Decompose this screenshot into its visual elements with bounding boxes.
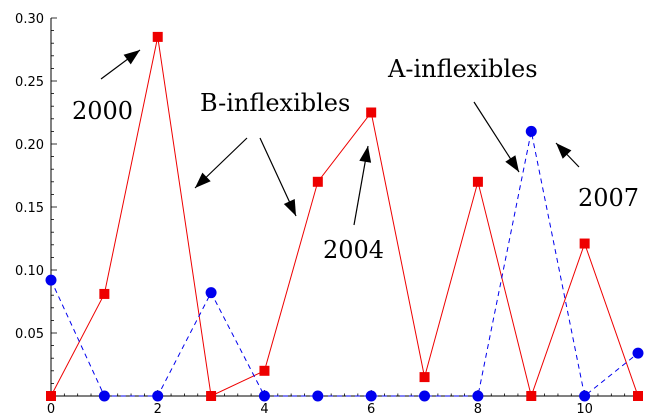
annotation-2004: 2004	[323, 236, 384, 264]
series-line-0	[50, 36, 639, 398]
arrow-head	[123, 50, 140, 65]
x-tick-label: 4	[260, 402, 268, 417]
arrow-head	[505, 155, 519, 172]
y-tick-label: 0.25	[15, 75, 44, 90]
x-tick-label: 6	[367, 402, 375, 417]
series-point-0	[46, 391, 56, 401]
y-tick-label: 0.20	[15, 138, 44, 153]
label-b-inflexibles: B-inflexibles	[200, 89, 350, 117]
annotation-2007: 2007	[578, 184, 639, 212]
series-point-0	[526, 391, 537, 401]
series-layer	[45, 31, 644, 402]
series-point-1	[45, 274, 57, 286]
y-tick-label: 0.10	[15, 264, 44, 279]
arrow-head	[195, 172, 211, 188]
series-point-1	[525, 125, 537, 137]
annotation-arrows	[100, 49, 580, 226]
series-point-0	[579, 238, 590, 249]
y-tick-label: 0.15	[15, 201, 44, 216]
series-point-1	[205, 287, 217, 299]
x-tick-label: 0	[47, 402, 55, 417]
series-point-1	[419, 390, 431, 402]
annotation-2000: 2000	[72, 97, 133, 125]
series-point-1	[579, 390, 591, 402]
series-point-1	[258, 390, 270, 402]
series-point-0	[472, 176, 483, 187]
y-tick-label: 0.30	[15, 12, 44, 27]
series-point-0	[419, 372, 430, 383]
series-point-0	[152, 31, 163, 42]
arrow-head	[359, 146, 372, 163]
series-point-1	[632, 347, 644, 359]
label-a-inflexibles: A-inflexibles	[387, 55, 538, 83]
series-line-1	[50, 131, 639, 397]
series-point-0	[206, 391, 217, 401]
series-point-0	[312, 176, 323, 187]
x-tick-label: 10	[576, 402, 593, 417]
series-point-0	[366, 107, 377, 118]
series-point-0	[99, 288, 110, 299]
series-point-1	[152, 390, 164, 402]
series-point-1	[472, 390, 484, 402]
series-point-0	[259, 365, 270, 376]
y-tick-label: 0.05	[15, 327, 44, 342]
series-point-0	[633, 391, 643, 401]
series-point-1	[312, 390, 324, 402]
x-tick-label: 2	[154, 402, 162, 417]
series-point-1	[365, 390, 377, 402]
arrow-head	[283, 198, 296, 216]
series-point-1	[98, 390, 110, 402]
x-tick-label: 8	[474, 402, 482, 417]
arrow-head	[556, 143, 572, 159]
